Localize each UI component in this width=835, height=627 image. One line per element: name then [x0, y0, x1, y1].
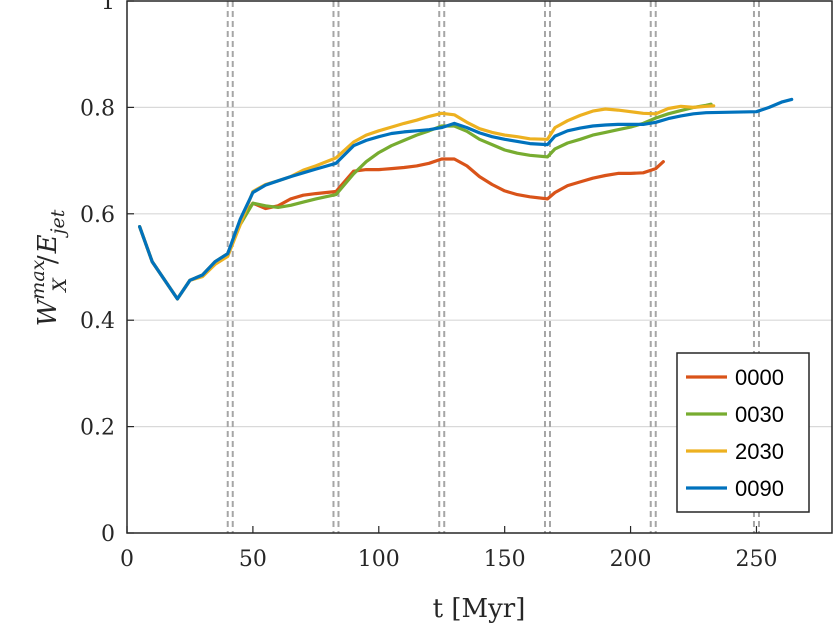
y-tick-label: 0.6 [80, 203, 115, 228]
series-line-0090 [138, 97, 794, 301]
x-tick-label: 0 [120, 547, 134, 572]
legend-label-0090: 0090 [735, 476, 784, 501]
y-tick-label: 0.2 [80, 416, 115, 441]
legend: 0000 0030 2030 0090 [676, 352, 810, 513]
y-axis-label: WmaxX/Ejet [27, 209, 71, 326]
svg-text:WmaxX/Ejet: WmaxX/Ejet [27, 209, 71, 326]
x-axis-label: t [Myr] [433, 594, 526, 624]
x-tick-label: 50 [239, 547, 267, 572]
axes-box [126, 0, 833, 534]
y-tick-label: 0 [101, 522, 115, 547]
legend-label-0000: 0000 [735, 365, 784, 390]
series-group [138, 97, 794, 301]
y-tick-label: 1 [101, 0, 115, 15]
legend-box [676, 352, 810, 513]
x-tick-label: 100 [358, 547, 400, 572]
y-tick-label: 0.8 [80, 96, 115, 121]
y-tick-label: 0.4 [80, 309, 115, 334]
vertical-markers [226, 1, 760, 533]
x-ticks: 0 50 100 150 200 250 [120, 526, 777, 572]
y-ticks: 0 0.2 0.4 0.6 0.8 1 [80, 0, 134, 547]
x-tick-label: 150 [484, 547, 526, 572]
legend-label-2030: 2030 [735, 439, 784, 464]
x-tick-label: 200 [610, 547, 652, 572]
legend-label-0030: 0030 [735, 402, 784, 427]
x-tick-label: 250 [735, 547, 777, 572]
